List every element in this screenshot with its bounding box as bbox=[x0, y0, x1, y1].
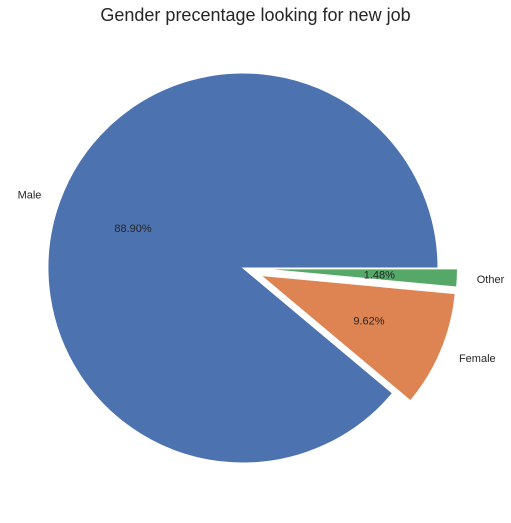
percent-label-male: 88.90% bbox=[114, 223, 152, 235]
pie-slice-male bbox=[47, 72, 439, 464]
pie-labels: Male 88.90% Female 9.62% Other 1.48% bbox=[18, 190, 505, 365]
category-label-female: Female bbox=[459, 353, 496, 365]
percent-label-female: 9.62% bbox=[353, 316, 384, 328]
pie-slice-other bbox=[262, 268, 458, 288]
chart-title: Gender precentage looking for new job bbox=[100, 5, 411, 25]
pie-slice-female bbox=[259, 274, 456, 402]
category-label-male: Male bbox=[18, 190, 42, 202]
category-label-other: Other bbox=[477, 274, 505, 286]
percent-label-other: 1.48% bbox=[364, 269, 395, 281]
pie-slices bbox=[47, 72, 458, 464]
